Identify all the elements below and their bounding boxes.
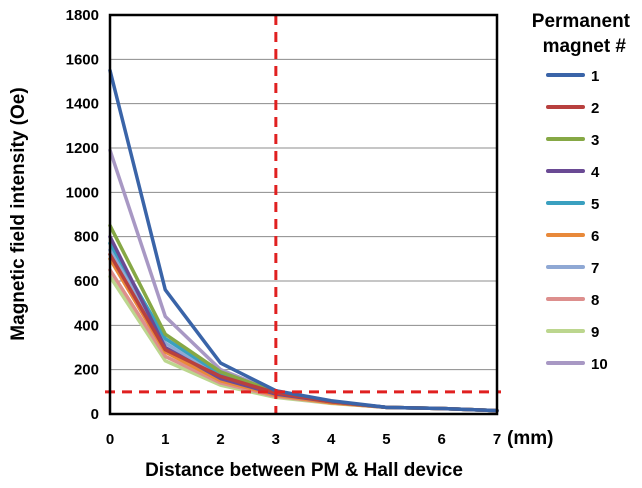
legend-title-line1: Permanent	[532, 11, 631, 32]
legend-items: 1 2 3 4 5 6 7 8 9 10	[546, 68, 608, 373]
y-axis-title: Magnetic field intensity (Oe)	[8, 87, 29, 340]
y-tick-label: 800	[74, 229, 99, 246]
y-tick-label: 1200	[66, 140, 99, 157]
y-tick-label: 1800	[66, 7, 99, 24]
legend-label-2: 2	[591, 100, 599, 117]
x-tick-label: 2	[216, 431, 224, 448]
plot-area-frame	[108, 13, 499, 416]
legend-label-3: 3	[591, 132, 599, 149]
x-tick-label: 3	[272, 431, 280, 448]
reference-lines	[105, 15, 501, 414]
y-axis-ticks: 0 200 400 600 800 1000 1200 1400 1600 1800	[66, 7, 99, 423]
grid-lines	[110, 58, 497, 371]
x-axis-ticks: 0 1 2 3 4 5 6 7	[106, 431, 501, 448]
series-line-10	[108, 148, 499, 413]
legend-label-4: 4	[591, 164, 600, 181]
legend-label-8: 8	[591, 292, 599, 309]
y-tick-label: 400	[74, 317, 99, 334]
x-tick-label: 7	[493, 431, 501, 448]
x-tick-label: 1	[161, 431, 169, 448]
series-line-4	[108, 234, 499, 413]
x-axis-title: Distance between PM & Hall device	[145, 460, 463, 481]
series-line-2	[108, 252, 499, 413]
legend-label-6: 6	[591, 228, 599, 245]
y-tick-label: 0	[91, 406, 99, 423]
series-line-1	[108, 68, 499, 413]
legend-label-7: 7	[591, 260, 599, 277]
x-axis-unit: (mm)	[507, 428, 553, 449]
y-tick-label: 200	[74, 362, 99, 379]
legend: Permanent magnet # 1 2 3 4 5 6 7 8 9 10	[532, 11, 631, 373]
legend-label-5: 5	[591, 196, 599, 213]
series-line-7	[108, 248, 499, 413]
x-tick-label: 5	[382, 431, 390, 448]
y-tick-label: 1400	[66, 96, 99, 113]
x-tick-label: 6	[438, 431, 446, 448]
y-tick-label: 600	[74, 273, 99, 290]
legend-label-10: 10	[591, 356, 608, 373]
y-tick-label: 1000	[66, 184, 99, 201]
series-line-5	[108, 241, 499, 413]
legend-label-1: 1	[591, 68, 599, 85]
legend-label-9: 9	[591, 324, 599, 341]
legend-title-line2: magnet #	[543, 36, 627, 57]
y-tick-label: 1600	[66, 51, 99, 68]
x-tick-label: 0	[106, 431, 114, 448]
series-lines	[108, 68, 499, 413]
x-tick-label: 4	[327, 431, 336, 448]
